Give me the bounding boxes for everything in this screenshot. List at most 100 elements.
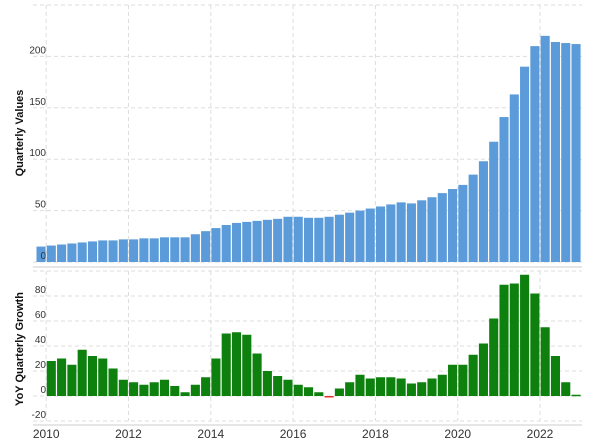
bar (190, 234, 200, 262)
bar (201, 231, 211, 262)
x-tick-label: 2018 (362, 427, 389, 441)
bar (87, 356, 98, 396)
bar (489, 318, 499, 396)
bar (149, 382, 159, 396)
bar (293, 384, 303, 396)
bar (283, 379, 293, 396)
bar (571, 394, 581, 397)
bar (314, 392, 324, 396)
bar (540, 327, 550, 396)
bar (129, 382, 139, 396)
bar (46, 245, 56, 262)
bar (437, 374, 447, 396)
bar (139, 384, 149, 396)
bar (190, 384, 200, 396)
y-tick-label: 80 (35, 285, 47, 296)
bar (118, 379, 128, 396)
bar (231, 222, 242, 262)
bar (530, 293, 540, 396)
bar (67, 243, 77, 262)
bar (499, 284, 509, 396)
bar (550, 42, 560, 263)
bar (118, 239, 128, 262)
y-tick-label: 100 (29, 148, 46, 159)
bar (98, 240, 108, 262)
bar (550, 356, 560, 396)
bar (57, 244, 67, 262)
bar (201, 377, 211, 396)
bar (376, 377, 386, 396)
bar (417, 200, 427, 262)
x-tick-label: 2014 (197, 427, 224, 441)
bar (170, 237, 180, 262)
bar (489, 141, 499, 262)
bar (468, 174, 478, 262)
y-axis-label: Quarterly Values (14, 90, 26, 177)
y-tick-label: 20 (35, 360, 47, 371)
bar (571, 44, 581, 263)
bar (355, 210, 365, 262)
bar (273, 218, 283, 262)
bar (262, 219, 272, 262)
bar (427, 197, 437, 262)
bar (221, 224, 231, 262)
y-axis-label: YoY Quarterly Growth (14, 292, 26, 406)
bar (77, 349, 87, 396)
y-tick-label: 150 (29, 97, 46, 108)
bar (180, 392, 190, 396)
x-tick-label: 2022 (527, 427, 554, 441)
bar (509, 283, 519, 396)
bar (273, 376, 283, 396)
bar (252, 220, 262, 262)
bar (180, 237, 190, 262)
bar (427, 378, 437, 396)
bar (293, 216, 303, 262)
x-tick-label: 2020 (444, 427, 471, 441)
bar (242, 334, 252, 396)
y-tick-label: 60 (35, 310, 47, 321)
bar (283, 216, 293, 262)
bar (561, 382, 571, 396)
y-tick-label: 200 (29, 45, 46, 56)
bar (406, 383, 416, 396)
bar (478, 161, 488, 262)
bar (376, 206, 386, 262)
bar (159, 379, 170, 396)
y-tick-label: 0 (40, 251, 46, 262)
bar (396, 202, 406, 262)
bar (149, 238, 159, 262)
bar (77, 242, 87, 262)
bar (334, 388, 344, 396)
bar (468, 354, 478, 396)
bar (478, 343, 488, 396)
bar (386, 377, 396, 396)
bar (561, 43, 571, 263)
bar (448, 364, 458, 396)
bar (211, 228, 221, 262)
y-tick-label: -20 (32, 410, 47, 421)
bar (520, 274, 530, 396)
bar (242, 221, 252, 262)
bar (57, 358, 67, 396)
bar (314, 217, 324, 262)
bar (417, 382, 427, 396)
bar (98, 358, 108, 396)
bar (170, 386, 180, 396)
bar (365, 208, 375, 262)
bar (221, 333, 231, 396)
bar (231, 332, 242, 396)
bar (386, 204, 396, 262)
bar (365, 378, 375, 396)
bar (303, 217, 314, 262)
y-tick-label: 0 (40, 385, 46, 396)
bar (36, 246, 46, 262)
bar (499, 117, 509, 262)
bar (520, 66, 530, 263)
bar (46, 361, 56, 396)
x-tick-label: 2012 (115, 427, 142, 441)
y-tick-label: 50 (35, 200, 47, 211)
bar (448, 189, 458, 262)
bar (262, 371, 272, 396)
bar (509, 94, 519, 262)
